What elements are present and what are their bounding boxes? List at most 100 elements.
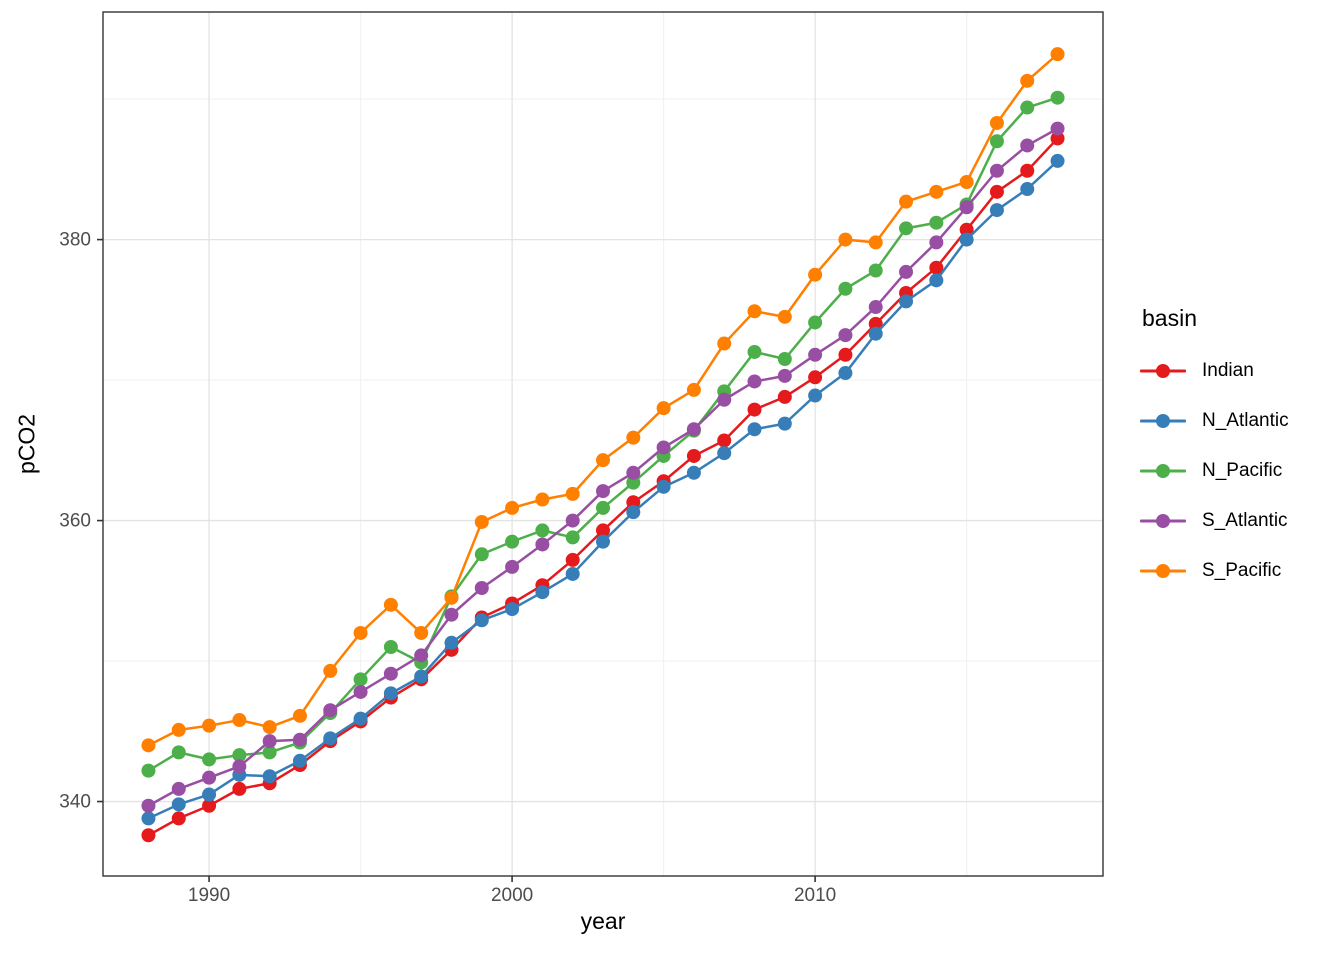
- data-point-N_Pacific: [202, 752, 217, 767]
- data-point-N_Pacific: [474, 547, 489, 562]
- legend-item-Indian: Indian: [1140, 346, 1289, 396]
- data-point-S_Pacific: [565, 486, 580, 501]
- data-point-N_Pacific: [505, 534, 520, 549]
- data-point-S_Atlantic: [292, 732, 307, 747]
- y-axis-title: pCO2: [13, 413, 40, 475]
- data-point-Indian: [1050, 131, 1065, 146]
- data-point-S_Pacific: [171, 722, 186, 737]
- data-point-S_Pacific: [1050, 47, 1065, 62]
- legend-key-icon: [1140, 461, 1186, 481]
- legend-key-icon: [1140, 511, 1186, 531]
- legend-item-N_Pacific: N_Pacific: [1140, 446, 1289, 496]
- data-point-Indian: [141, 828, 156, 843]
- data-point-S_Atlantic: [596, 484, 610, 499]
- data-point-Indian: [686, 448, 701, 463]
- data-point-N_Atlantic: [1020, 182, 1035, 197]
- legend-item-S_Pacific: S_Pacific: [1140, 546, 1289, 596]
- series-line-N_Pacific: [147, 96, 1059, 772]
- data-point-S_Pacific: [444, 590, 459, 605]
- data-point-N_Atlantic: [474, 613, 489, 628]
- data-point-S_Atlantic: [141, 798, 156, 813]
- data-point-N_Atlantic: [171, 797, 186, 812]
- data-point-S_Pacific: [535, 492, 550, 507]
- data-point-N_Pacific: [1020, 100, 1035, 115]
- data-point-N_Atlantic: [202, 787, 217, 802]
- data-point-S_Atlantic: [414, 648, 429, 663]
- x-tick-label: 1990: [187, 885, 231, 906]
- data-point-N_Atlantic: [444, 635, 459, 650]
- data-point-Indian: [1020, 163, 1035, 178]
- data-point-N_Pacific: [626, 475, 641, 490]
- data-point-N_Atlantic: [868, 326, 883, 341]
- data-point-Indian: [565, 552, 580, 567]
- data-point-S_Atlantic: [262, 734, 277, 749]
- data-point-S_Atlantic: [656, 440, 671, 455]
- data-point-N_Atlantic: [565, 566, 580, 581]
- data-point-Indian: [171, 811, 186, 826]
- data-point-N_Pacific: [989, 134, 1004, 149]
- data-point-N_Atlantic: [656, 479, 671, 494]
- data-point-S_Atlantic: [989, 163, 1004, 178]
- legend-key-dot: [1156, 464, 1170, 478]
- data-point-N_Pacific: [1050, 90, 1065, 105]
- data-point-S_Pacific: [626, 430, 641, 445]
- data-point-Indian: [626, 495, 641, 510]
- data-point-N_Atlantic: [535, 585, 550, 600]
- data-point-N_Pacific: [929, 215, 944, 230]
- data-point-S_Atlantic: [686, 422, 701, 437]
- data-point-S_Pacific: [989, 115, 1004, 130]
- data-point-S_Pacific: [262, 720, 277, 735]
- data-point-N_Pacific: [171, 745, 186, 760]
- data-point-S_Pacific: [868, 235, 883, 250]
- data-point-Indian: [989, 184, 1004, 199]
- data-point-N_Atlantic: [959, 232, 974, 247]
- data-point-S_Pacific: [838, 232, 853, 247]
- data-point-S_Atlantic: [535, 537, 550, 552]
- legend-key-dot: [1156, 364, 1170, 378]
- data-point-S_Atlantic: [838, 328, 853, 343]
- data-point-S_Pacific: [777, 309, 792, 324]
- data-point-S_Atlantic: [353, 684, 368, 699]
- data-point-N_Atlantic: [777, 416, 792, 431]
- x-axis-title: year: [580, 908, 626, 934]
- data-point-S_Atlantic: [505, 559, 520, 574]
- data-point-S_Pacific: [1020, 73, 1035, 88]
- data-point-Indian: [232, 781, 247, 796]
- data-point-S_Pacific: [353, 625, 368, 640]
- data-point-Indian: [838, 347, 853, 362]
- data-point-S_Atlantic: [717, 392, 732, 407]
- legend-item-S_Atlantic: S_Atlantic: [1140, 496, 1289, 546]
- data-point-S_Atlantic: [626, 465, 641, 480]
- data-point-S_Pacific: [414, 625, 429, 640]
- data-point-Indian: [747, 402, 762, 417]
- series-line-S_Pacific: [147, 52, 1059, 747]
- data-point-N_Pacific: [141, 763, 156, 778]
- data-point-N_Atlantic: [747, 422, 762, 437]
- data-point-S_Pacific: [929, 184, 944, 199]
- data-point-Indian: [717, 433, 732, 448]
- data-point-S_Atlantic: [202, 770, 217, 785]
- data-point-S_Atlantic: [1050, 121, 1065, 136]
- data-point-S_Pacific: [141, 738, 156, 753]
- data-point-S_Pacific: [717, 336, 732, 351]
- data-point-N_Atlantic: [1050, 153, 1065, 168]
- legend: basin Indian N_Atlantic N_Pacific S_Atlanti…: [1140, 305, 1289, 596]
- data-point-N_Pacific: [899, 221, 914, 236]
- y-tick-label: 380: [59, 229, 91, 251]
- data-point-S_Pacific: [383, 597, 398, 612]
- data-point-N_Pacific: [232, 748, 247, 763]
- data-point-N_Atlantic: [323, 731, 338, 746]
- data-point-N_Pacific: [838, 281, 853, 296]
- legend-key-dot: [1156, 564, 1170, 578]
- data-point-Indian: [202, 798, 217, 813]
- data-point-Indian: [959, 222, 974, 237]
- data-point-N_Pacific: [596, 500, 610, 515]
- data-point-N_Atlantic: [596, 534, 610, 549]
- data-point-N_Atlantic: [838, 366, 853, 381]
- data-point-S_Pacific: [505, 500, 520, 515]
- data-point-N_Atlantic: [899, 294, 914, 309]
- data-point-N_Atlantic: [626, 505, 641, 520]
- data-point-N_Atlantic: [353, 711, 368, 726]
- panel-border: [102, 11, 1104, 877]
- data-point-N_Atlantic: [262, 769, 277, 784]
